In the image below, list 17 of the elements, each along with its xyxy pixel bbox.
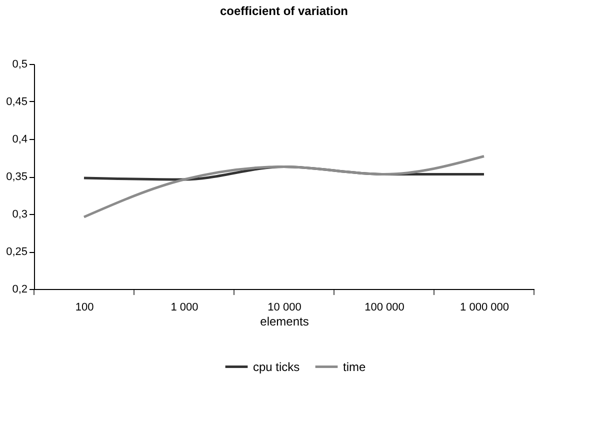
- y-tick-label: 0,5: [12, 58, 28, 70]
- x-tick-label: 1 000: [170, 302, 198, 314]
- y-tick-label: 0,25: [6, 246, 28, 258]
- legend-label: time: [343, 360, 366, 374]
- x-tick-label: 100 000: [364, 302, 404, 314]
- chart-title: coefficient of variation: [220, 4, 348, 18]
- y-tick-label: 0,45: [6, 96, 28, 108]
- x-tick-label: 100: [75, 302, 94, 314]
- y-tick-label: 0,2: [12, 284, 28, 296]
- legend-label: cpu ticks: [253, 360, 300, 374]
- y-tick-label: 0,35: [6, 171, 28, 183]
- y-tick-label: 0,4: [12, 134, 28, 146]
- x-tick-label: 10 000: [268, 302, 302, 314]
- line-series: [82, 155, 486, 218]
- x-axis-title: elements: [260, 314, 309, 328]
- x-tick-label: 1 000 000: [460, 302, 509, 314]
- y-tick-label: 0,3: [12, 208, 28, 220]
